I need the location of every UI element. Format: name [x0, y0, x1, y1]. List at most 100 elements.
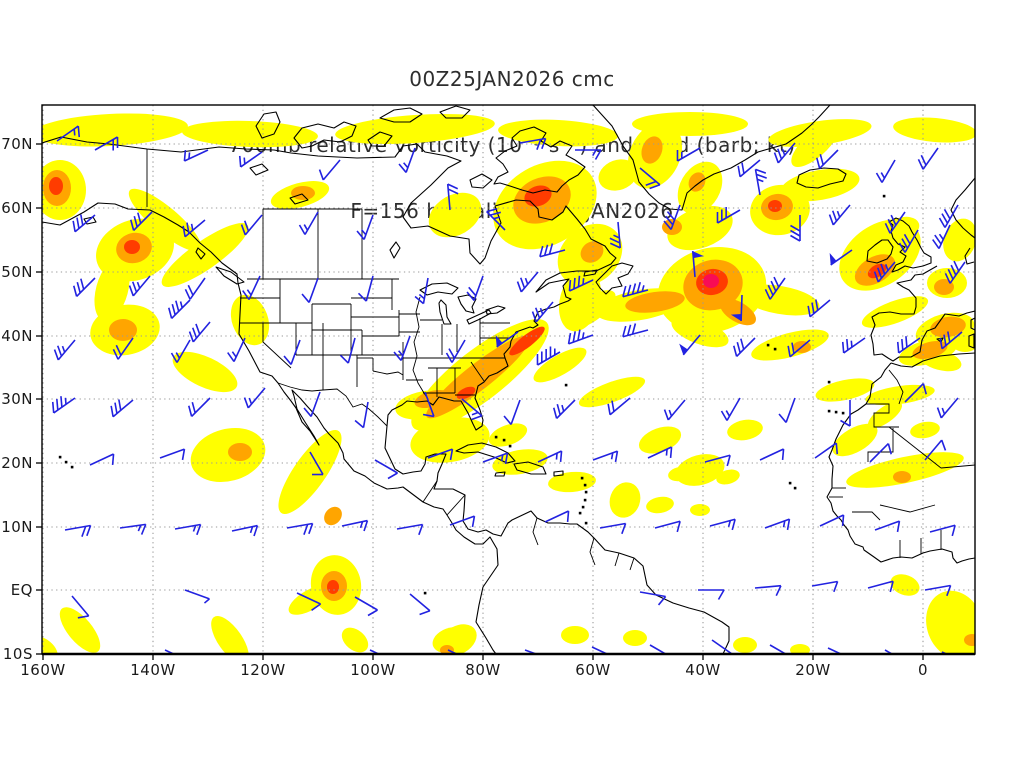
- wind-barb: [482, 452, 509, 465]
- wind-barb: [286, 522, 314, 535]
- wind-barb: [929, 524, 956, 537]
- wind-barb: [698, 589, 725, 600]
- wind-barb: [72, 214, 96, 233]
- wind-barb: [732, 337, 756, 357]
- wind-barb: [691, 251, 704, 278]
- wind-barb: [89, 453, 115, 466]
- wind-barb: [917, 147, 939, 170]
- border-line: [879, 504, 936, 513]
- wind-barb: [873, 261, 896, 283]
- lake-outline: [289, 193, 309, 205]
- wind-barb: [536, 346, 561, 366]
- wind-barb: [924, 584, 952, 597]
- wind-barb: [64, 524, 92, 537]
- vorticity-blob: [580, 241, 604, 263]
- lake-outline: [249, 163, 269, 176]
- vorticity-blob: [578, 376, 646, 408]
- wind-barb: [242, 275, 261, 301]
- vorticity-blob: [910, 421, 940, 439]
- vorticity-blob: [861, 296, 929, 328]
- border-line: [866, 403, 899, 428]
- coastline: [870, 265, 975, 362]
- wind-barb: [875, 159, 896, 183]
- coastline: [439, 105, 471, 119]
- vorticity-blob: [492, 449, 548, 475]
- wind-barb: [298, 211, 319, 235]
- island-dot: [564, 383, 568, 387]
- map-inner: [42, 105, 975, 654]
- wind-barb: [167, 299, 191, 319]
- coastline: [42, 136, 730, 654]
- vorticity-blob: [488, 423, 528, 447]
- y-tick-label: 50N: [1, 263, 33, 281]
- wind-barb: [159, 448, 186, 461]
- vorticity-blob: [625, 291, 685, 313]
- vorticity-blob: [561, 626, 589, 644]
- island-dot: [581, 505, 585, 509]
- vorticity-blob: [456, 386, 476, 400]
- vorticity-blob: [288, 585, 332, 615]
- vorticity-blob: [327, 580, 339, 594]
- vorticity-blob: [943, 218, 975, 262]
- wind-barb: [461, 398, 483, 421]
- vorticity-blob: [703, 274, 719, 288]
- wind-barb: [449, 515, 476, 528]
- x-tick-label: 140W: [130, 661, 175, 679]
- vorticity-blob: [426, 335, 530, 419]
- wind-barb: [119, 523, 147, 535]
- island-dot: [508, 444, 512, 448]
- wind-barb: [396, 523, 424, 536]
- vorticity-blob: [867, 401, 903, 429]
- wind-barb: [764, 518, 791, 531]
- x-tick-label: 120W: [240, 661, 285, 679]
- wind-barb: [599, 522, 627, 535]
- coastline: [42, 202, 499, 654]
- island-dot: [502, 438, 506, 442]
- small-islands: [58, 194, 886, 595]
- wind-barb: [301, 277, 319, 303]
- coastline: [970, 317, 975, 331]
- wind-barbs: [51, 125, 966, 654]
- y-tick-label: 40N: [1, 327, 33, 345]
- wind-barb: [592, 450, 619, 463]
- wind-barb: [503, 399, 521, 425]
- wind-barb: [829, 249, 853, 266]
- wind-barb: [184, 277, 206, 300]
- wind-barb: [819, 514, 845, 527]
- island-dot: [583, 483, 587, 487]
- coastline: [796, 167, 847, 189]
- wind-barb: [759, 448, 785, 461]
- wind-barb: [56, 125, 81, 142]
- wind-barb: [754, 168, 767, 196]
- vorticity-blob: [668, 466, 692, 482]
- wind-barb: [647, 446, 673, 459]
- wind-barb: [807, 299, 831, 318]
- vorticity-blob: [109, 319, 137, 341]
- vorticity-blob: [667, 205, 733, 251]
- wind-barb: [238, 151, 263, 168]
- wind-barb: [112, 337, 134, 360]
- wind-barb: [730, 294, 743, 322]
- wind-barb: [575, 149, 602, 160]
- vorticity-blob: [172, 351, 238, 393]
- coastline: [592, 105, 831, 211]
- wind-barb: [814, 442, 839, 459]
- border-line: [629, 557, 635, 571]
- wind-barb: [71, 595, 90, 619]
- wind-barb: [318, 159, 341, 181]
- island-dot: [580, 476, 584, 480]
- vorticity-blob: [790, 644, 810, 654]
- wind-barb: [427, 448, 454, 461]
- wind-barb: [110, 399, 134, 418]
- border-line: [262, 323, 292, 369]
- wind-barb: [938, 204, 959, 228]
- wind-barb: [552, 399, 576, 419]
- vorticity-blob: [228, 443, 252, 461]
- wind-barb: [170, 339, 191, 363]
- vorticity-blob: [42, 113, 188, 147]
- coastline: [493, 126, 586, 194]
- wind-barb: [874, 520, 901, 533]
- wind-barb: [369, 649, 381, 654]
- wind-barb: [607, 397, 631, 416]
- island-dot: [494, 435, 498, 439]
